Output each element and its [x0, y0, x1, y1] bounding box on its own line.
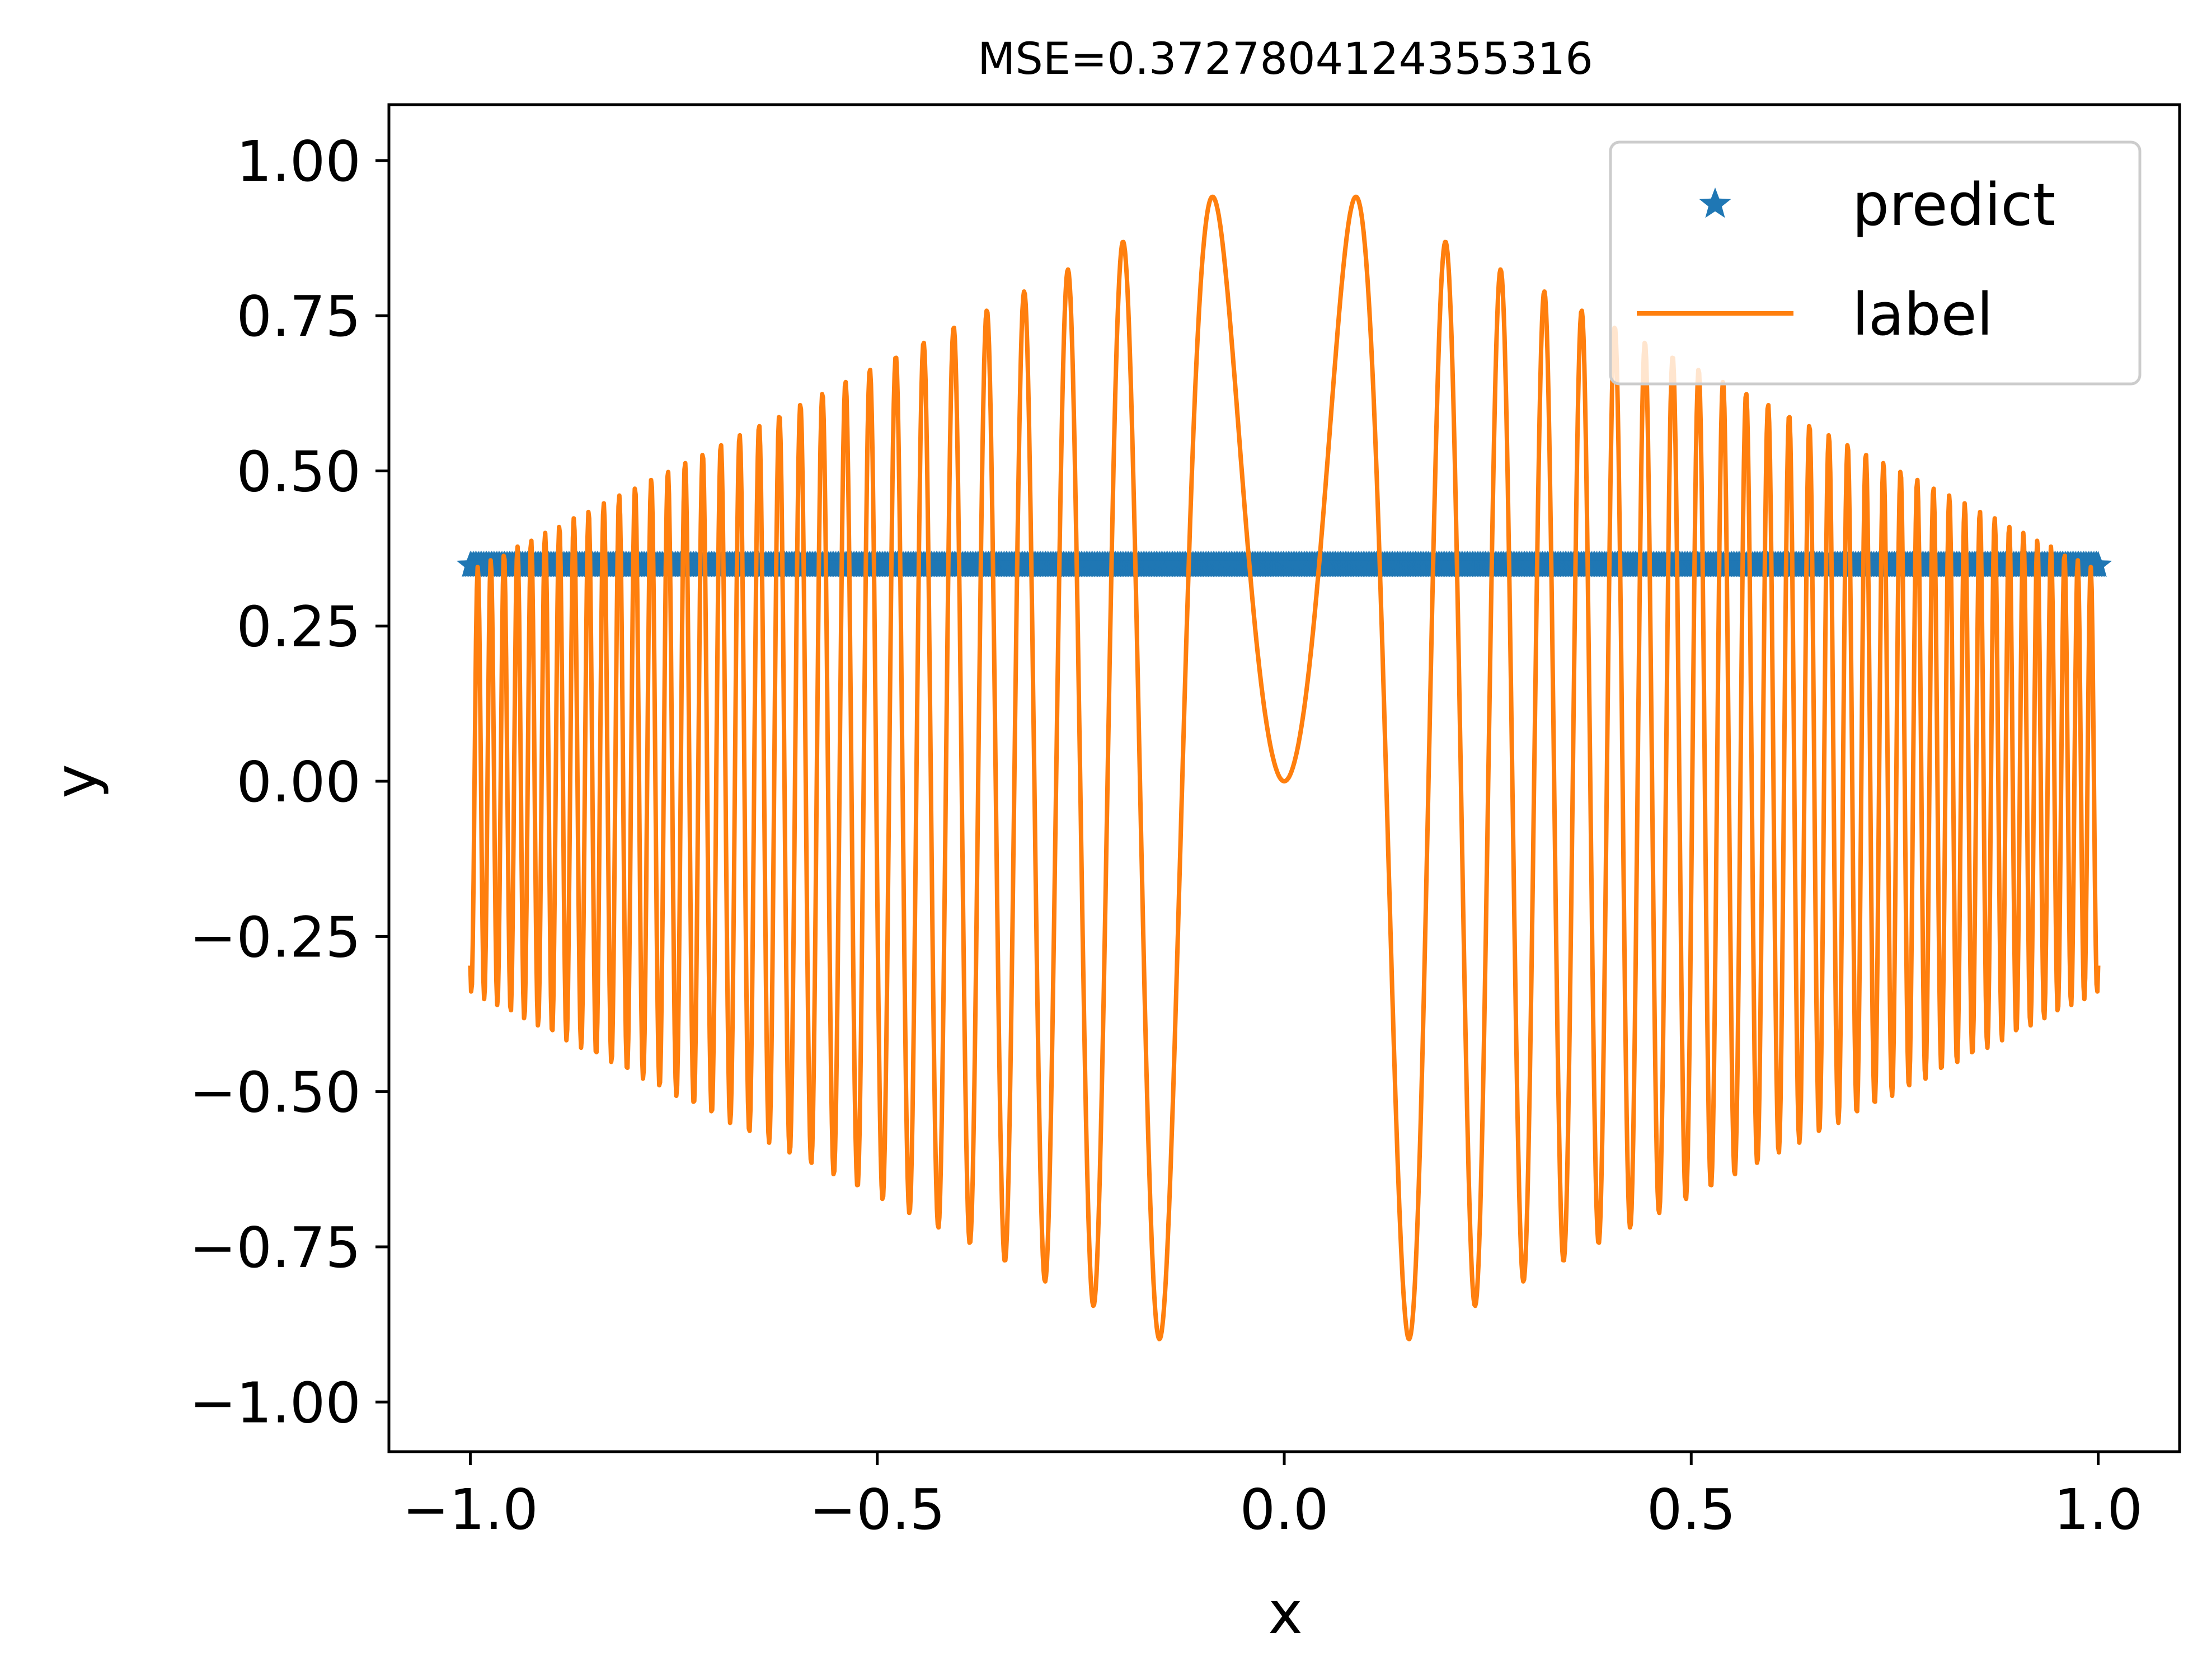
legend-predict-marker: [1699, 187, 1731, 218]
legend-predict-label: predict: [1852, 171, 2055, 239]
chart-title: MSE=0.3727804124355316: [978, 34, 1593, 85]
legend: predict label: [1609, 140, 2142, 386]
y-tick-label: −1.00: [190, 1370, 361, 1435]
y-tick-label: −0.25: [190, 904, 361, 970]
plot-area: [456, 194, 2112, 1341]
label-series-line: [468, 194, 2101, 1341]
y-tick-label: 0.75: [236, 284, 361, 349]
legend-label-label: label: [1852, 280, 1993, 349]
legend-box: [1609, 140, 2142, 386]
x-tick-label: 1.0: [2054, 1477, 2143, 1542]
x-tick-label: −1.0: [402, 1477, 538, 1542]
x-axis: −1.0 −0.5 0.0 0.5 1.0: [402, 1452, 2143, 1542]
y-tick-label: 1.00: [236, 129, 361, 194]
x-tick-label: 0.5: [1647, 1477, 1736, 1542]
x-axis-label: x: [1268, 1579, 1303, 1647]
y-tick-label: −0.50: [190, 1060, 361, 1125]
y-tick-label: 0.50: [236, 439, 361, 504]
y-axis: −1.00 −0.75 −0.50 −0.25 0.00 0.25 0.50 0.75 1.00: [190, 129, 389, 1435]
y-tick-label: −0.75: [190, 1215, 361, 1280]
predict-point: [2084, 551, 2112, 578]
x-tick-label: −0.5: [809, 1477, 945, 1542]
x-tick-label: 0.0: [1239, 1477, 1328, 1542]
y-tick-label: 0.25: [236, 594, 361, 660]
y-axis-label: y: [42, 764, 110, 799]
y-tick-label: 0.00: [236, 749, 361, 815]
